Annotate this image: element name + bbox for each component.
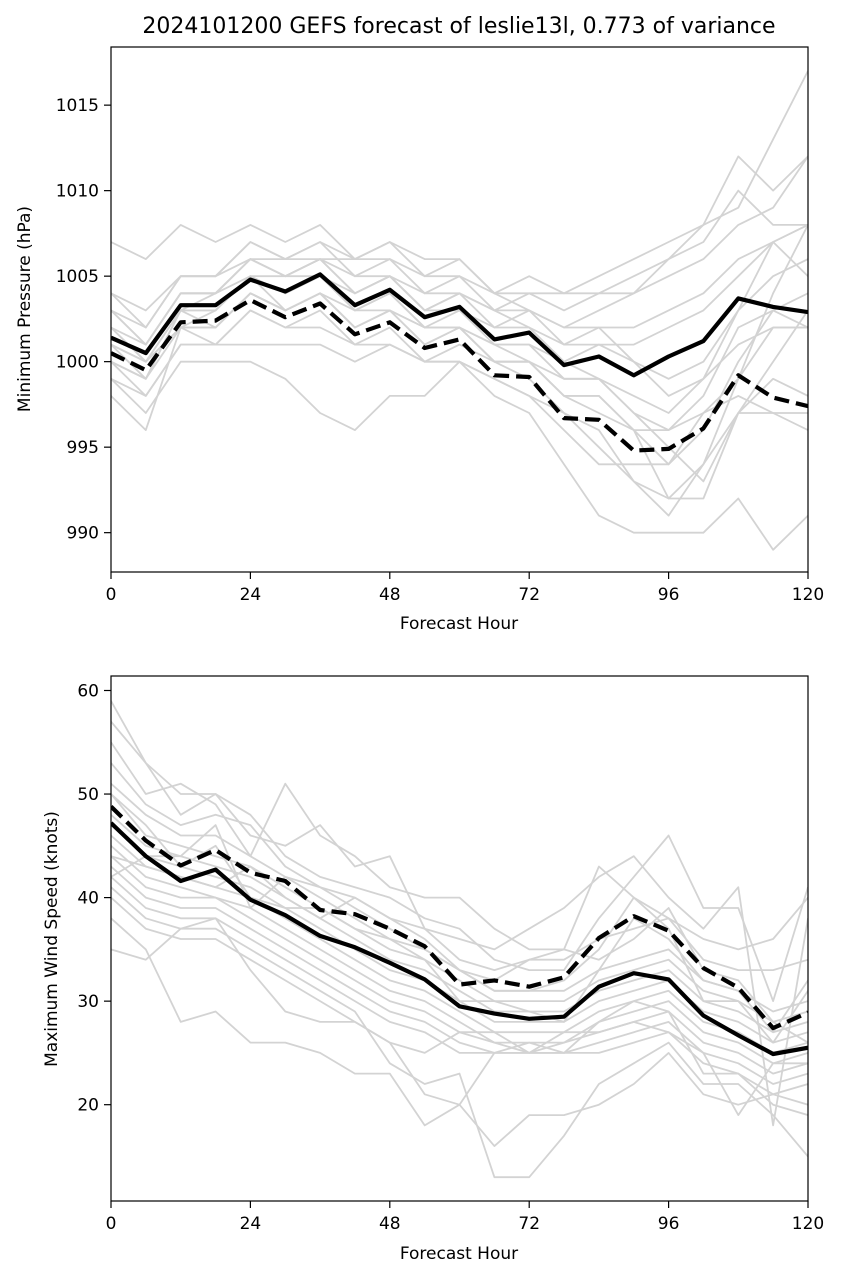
pressure-y-tick-label: 990	[67, 524, 99, 544]
wind-ticks: 0 24 48 72 96 120 20 30 40 50 60	[77, 681, 824, 1234]
pressure-y-tick-label: 1000	[56, 353, 99, 373]
pressure-axes-frame	[110, 46, 809, 573]
pressure-x-tick-label: 120	[792, 585, 824, 605]
pressure-dashed-line	[111, 298, 808, 453]
wind-y-tick-label: 20	[77, 1096, 99, 1116]
pressure-x-tick-label: 48	[379, 585, 401, 605]
wind-ensemble-member-line-10	[111, 845, 808, 1065]
wind-ensemble-member-line-2	[111, 721, 808, 1127]
pressure-solid-line	[111, 272, 808, 378]
pressure-ensemble-member-line-9	[111, 155, 808, 329]
pressure-y-tick-label: 1015	[56, 96, 99, 116]
wind-y-tick-label: 50	[77, 785, 99, 805]
wind-y-tick-label: 40	[77, 889, 99, 909]
wind-chart: 0 24 48 72 96 120 20 30 40 50 60 Forecast Hour Max…	[42, 675, 824, 1264]
wind-x-axis-label: Forecast Hour	[400, 1244, 518, 1264]
wind-plot-area	[111, 700, 808, 1179]
wind-ensemble-member-line-12	[111, 865, 808, 1085]
pressure-x-tick-label: 96	[658, 585, 680, 605]
pressure-chart: 2024101200 GEFS forecast of leslie13l, 0…	[15, 14, 824, 634]
wind-ensemble-member-line-9	[111, 834, 808, 1054]
wind-x-tick-label: 24	[240, 1214, 262, 1234]
pressure-x-tick-label: 0	[106, 585, 117, 605]
pressure-ensemble-member-line-12	[111, 309, 808, 500]
pressure-y-tick-label: 1010	[56, 182, 99, 202]
pressure-x-tick-label: 24	[240, 585, 262, 605]
pressure-y-tick-label: 995	[67, 438, 99, 458]
pressure-y-tick-label: 1005	[56, 267, 99, 287]
chart-title: 2024101200 GEFS forecast of leslie13l, 0…	[142, 14, 775, 39]
wind-x-tick-label: 0	[106, 1214, 117, 1234]
wind-ensemble-member-line-3	[111, 741, 808, 951]
wind-ensemble-member-line-16	[111, 917, 808, 1127]
wind-ensemble-member-line-20	[111, 793, 808, 1034]
wind-x-tick-label: 48	[379, 1214, 401, 1234]
pressure-ensemble-member-line-17	[111, 224, 808, 380]
wind-y-tick-label: 60	[77, 681, 99, 701]
wind-dashed-line	[111, 805, 808, 1031]
pressure-y-axis-label: Minimum Pressure (hPa)	[15, 206, 35, 412]
pressure-ensemble-member-line-8	[111, 326, 808, 500]
pressure-x-tick-label: 72	[518, 585, 540, 605]
wind-y-tick-label: 30	[77, 992, 99, 1012]
pressure-x-axis-label: Forecast Hour	[400, 614, 518, 634]
wind-x-tick-label: 96	[658, 1214, 680, 1234]
wind-y-axis-label: Maximum Wind Speed (knots)	[42, 811, 62, 1067]
wind-ensemble-member-line-4	[111, 762, 808, 971]
wind-ensemble-member-line-17	[111, 917, 808, 1116]
wind-x-tick-label: 120	[792, 1214, 824, 1234]
wind-x-tick-label: 72	[518, 1214, 540, 1234]
pressure-ensemble-member-line-13	[111, 189, 808, 329]
wind-solid-line	[111, 821, 808, 1057]
pressure-plot-area	[111, 70, 808, 551]
wind-ensemble-member-line-1	[111, 700, 808, 1002]
pressure-ticks: 0 24 48 72 96 120 990 995 1000 1005 1010 1015	[56, 96, 824, 605]
wind-axes-frame	[110, 675, 809, 1202]
wind-ensemble-member-line-7	[111, 814, 808, 1034]
